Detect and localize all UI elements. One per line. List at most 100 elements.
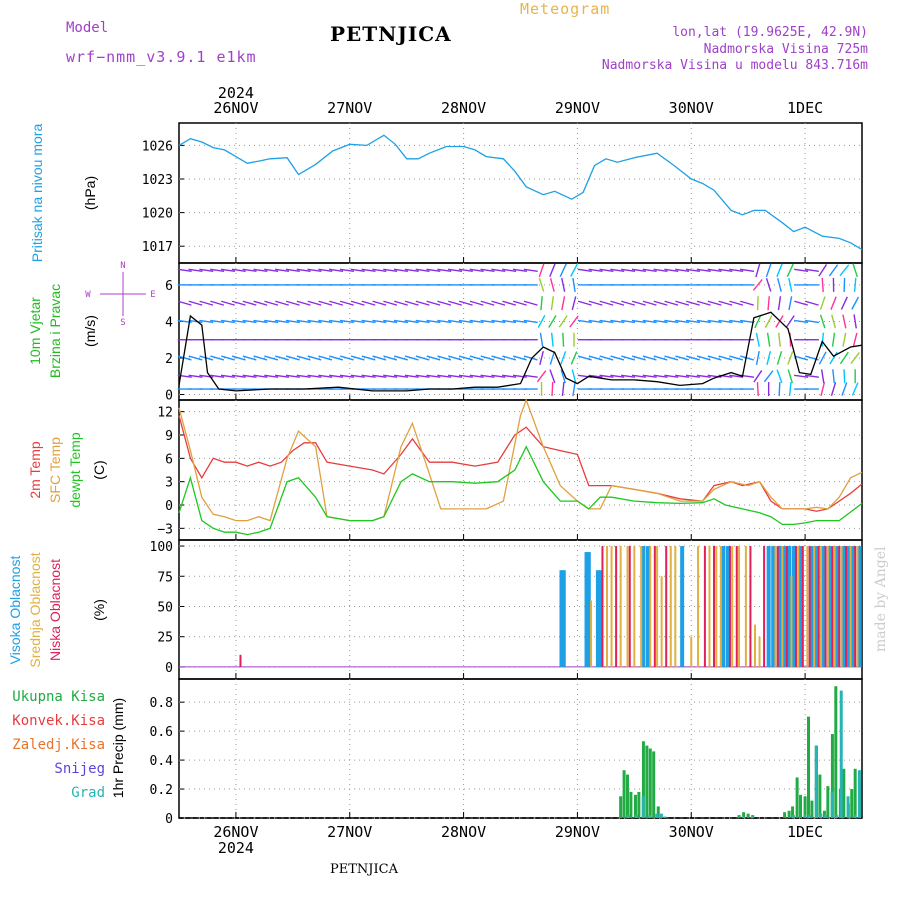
cloud-bar	[641, 546, 646, 667]
wind-barb	[804, 268, 819, 272]
wind-barb	[329, 374, 344, 378]
cloud-bar	[776, 546, 779, 667]
wind-barb	[199, 319, 214, 324]
wind-barb	[415, 355, 430, 361]
wind-barb	[729, 355, 744, 361]
cloud-bar	[806, 546, 809, 667]
footer-station-name: PETNJICA	[330, 862, 398, 877]
wind-barb	[242, 355, 257, 361]
precip-bar	[648, 815, 652, 818]
wind-barb	[350, 319, 365, 324]
cloud-bar	[794, 546, 797, 667]
wind-barb	[765, 278, 772, 292]
wind-barb	[610, 319, 625, 324]
wind-barb	[718, 300, 733, 306]
temp-dew-label: dewpt Temp	[67, 432, 83, 507]
wind-barb	[842, 314, 847, 329]
wind-barb	[788, 296, 793, 311]
cloud-bar	[598, 570, 603, 667]
wind-barb	[804, 300, 819, 306]
wind-barb	[696, 374, 711, 378]
location-coordinates: lon,lat (19.9625E, 42.9N)	[672, 25, 868, 40]
wind-barb	[599, 300, 614, 306]
model-elevation: Nadmorska Visina u modelu 843.716m	[601, 58, 868, 73]
wind-barb	[853, 314, 857, 329]
cloud-bar	[817, 546, 820, 667]
cloud-bar	[763, 546, 766, 667]
wind-barb	[491, 300, 506, 306]
wind-barb	[285, 355, 300, 361]
cloud-bar	[845, 546, 848, 667]
cloud-bar	[561, 570, 566, 667]
wind-barb	[830, 382, 837, 396]
station-title: PETNJICA	[330, 22, 452, 46]
cloud-bar	[680, 546, 685, 667]
precip-bar	[818, 774, 822, 818]
wind-barb	[572, 382, 576, 397]
wind-barb	[570, 263, 578, 277]
x-tick-label-top: 28NOV	[441, 99, 486, 117]
precip-bar	[787, 810, 791, 818]
wind-barb	[752, 279, 763, 291]
wind-barb	[242, 374, 257, 378]
wind-barb	[318, 268, 333, 272]
precip-legend-3: Snijeg	[54, 761, 105, 777]
wind-barb	[560, 351, 567, 365]
wind-barb	[210, 374, 225, 378]
precip-legend-1: Konvek.Kisa	[12, 713, 105, 729]
y-tick-label-cloud: 100	[150, 540, 173, 555]
cloud-bar	[808, 546, 811, 667]
wind-barb	[588, 300, 603, 306]
y-tick-label-cloud: 25	[157, 631, 173, 646]
wind-barb	[830, 296, 837, 310]
wind-dir-e: E	[150, 290, 155, 300]
wind-barb	[599, 319, 614, 324]
wind-barb	[383, 300, 398, 306]
wind-barb	[664, 300, 679, 306]
cloud-bar	[840, 546, 843, 667]
x-tick-label-top: 26NOV	[213, 99, 258, 117]
cloud-bar	[735, 546, 738, 667]
cloud-bar	[834, 546, 839, 667]
cloud-bar	[856, 546, 859, 667]
wind-barb	[577, 355, 592, 361]
wind-barb	[253, 268, 268, 272]
cloud-bar	[838, 546, 841, 667]
wind-barb	[696, 300, 711, 306]
wind-barb	[685, 374, 700, 378]
wind-barb	[502, 268, 517, 272]
wind-barb	[177, 268, 192, 272]
wind-barb	[729, 268, 744, 272]
wind-barb	[843, 369, 846, 384]
y-tick-label-temp: 9	[165, 429, 173, 444]
wind-barb	[253, 374, 268, 378]
wind-barb	[588, 374, 603, 378]
wind-barb	[469, 319, 484, 324]
precip-bar	[626, 815, 630, 818]
precip-bar	[633, 794, 637, 818]
wind-barb	[231, 374, 246, 378]
precip-bar	[791, 815, 795, 818]
wind-barb	[539, 332, 544, 347]
wind-barb	[491, 355, 506, 361]
precip-bar	[622, 770, 626, 818]
wind-barb	[231, 319, 246, 324]
wind-barb	[561, 277, 566, 292]
wind-barb	[523, 355, 538, 361]
wind-barb	[458, 300, 473, 306]
cloud-bar	[809, 546, 814, 667]
precip-bar	[629, 791, 633, 818]
wind-barb	[274, 268, 290, 272]
wind-barb	[540, 296, 543, 311]
wind-barb	[718, 268, 733, 272]
precip-bar	[659, 813, 663, 818]
wind-barb	[537, 314, 546, 328]
cloud-bar	[606, 546, 609, 667]
wind-barb	[642, 300, 657, 306]
wind-barb	[350, 374, 365, 378]
wind-barb	[264, 355, 279, 361]
wind-barb	[350, 355, 365, 361]
cloud-bar	[674, 546, 677, 667]
wind-barb	[437, 300, 452, 306]
cloud-bar	[753, 624, 756, 667]
